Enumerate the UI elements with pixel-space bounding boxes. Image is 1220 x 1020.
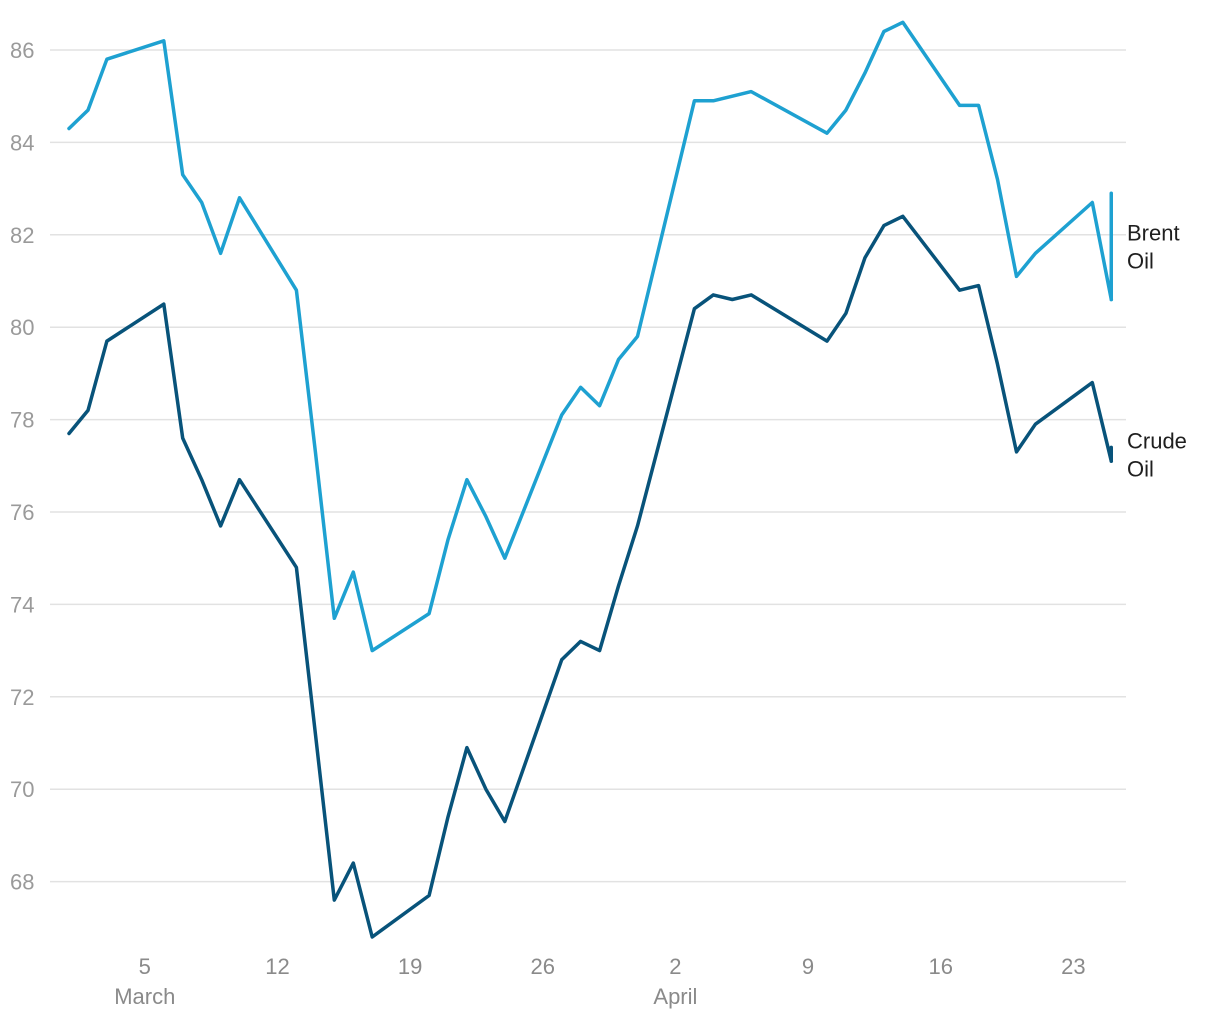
- crude-oil-line: [67, 214, 1114, 939]
- x-tick-label-5: 5: [139, 954, 151, 979]
- y-tick-label-84: 84: [10, 130, 34, 155]
- brent-oil-label: Brent Oil: [1127, 220, 1180, 273]
- month-label-march: March: [114, 984, 175, 1009]
- month-label-april: April: [653, 984, 697, 1009]
- brent-oil-label-line-2: Oil: [1127, 248, 1154, 273]
- x-tick-label-12: 12: [265, 954, 289, 979]
- x-tick-label-9: 9: [802, 954, 814, 979]
- x-tick-label-23: 23: [1061, 954, 1085, 979]
- grid-layer: [50, 49, 1126, 883]
- crude-oil-label-line-2: Oil: [1127, 456, 1154, 481]
- series-labels: Brent Oil Crude Oil: [1127, 220, 1187, 481]
- x-tick-label-26: 26: [531, 954, 555, 979]
- y-tick-label-82: 82: [10, 223, 34, 248]
- brent-oil-label-line-1: Brent: [1127, 220, 1180, 245]
- y-tick-label-78: 78: [10, 408, 34, 433]
- y-tick-label-80: 80: [10, 315, 34, 340]
- brent-oil-line: [67, 20, 1114, 653]
- y-tick-label-76: 76: [10, 500, 34, 525]
- crude-oil-label: Crude Oil: [1127, 428, 1187, 481]
- crude-oil-label-line-1: Crude: [1127, 428, 1187, 453]
- y-tick-label-72: 72: [10, 685, 34, 710]
- y-axis-ticks: 68 70 72 74 76 78 80 82 84 86: [10, 38, 34, 895]
- y-tick-label-86: 86: [10, 38, 34, 63]
- series-layer: [67, 20, 1114, 939]
- y-tick-label-74: 74: [10, 592, 34, 617]
- y-tick-label-68: 68: [10, 870, 34, 895]
- y-tick-label-70: 70: [10, 777, 34, 802]
- x-axis-ticks: 5 12 19 26 2 9 16 23 March April: [114, 954, 1085, 1009]
- x-tick-label-16: 16: [928, 954, 952, 979]
- x-tick-label-2: 2: [669, 954, 681, 979]
- x-tick-label-19: 19: [398, 954, 422, 979]
